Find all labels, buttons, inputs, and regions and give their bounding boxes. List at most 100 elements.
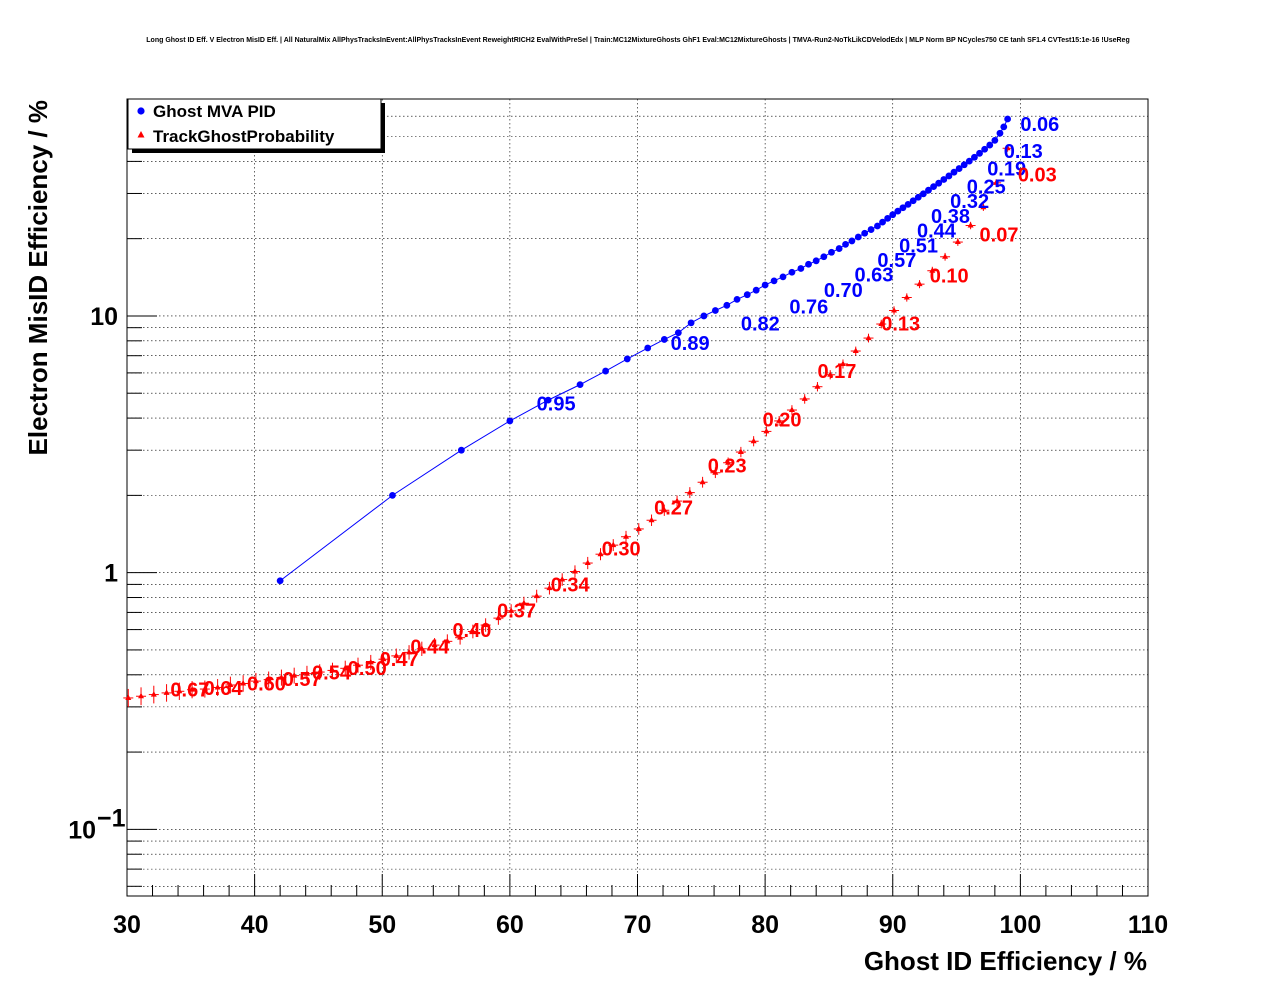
point-label: 0.37 bbox=[497, 601, 536, 623]
point-label: 0.13 bbox=[1004, 141, 1043, 163]
data-point bbox=[418, 645, 425, 651]
data-point bbox=[903, 293, 910, 300]
point-label: 0.32 bbox=[950, 191, 989, 213]
point-label: 0.70 bbox=[824, 280, 863, 302]
data-point bbox=[546, 584, 553, 591]
data-point bbox=[980, 203, 987, 210]
data-point bbox=[929, 267, 936, 273]
data-point bbox=[750, 437, 757, 444]
data-point bbox=[967, 222, 974, 228]
data-point bbox=[508, 607, 515, 613]
point-label: 0.82 bbox=[741, 313, 780, 335]
point-label: 0.10 bbox=[930, 265, 969, 287]
data-point bbox=[276, 577, 284, 585]
grid bbox=[127, 99, 1148, 896]
data-point bbox=[329, 666, 336, 673]
data-point bbox=[779, 273, 787, 281]
data-point bbox=[935, 179, 943, 187]
data-point bbox=[431, 641, 438, 648]
data-point bbox=[891, 307, 898, 313]
x-tick-label: 60 bbox=[496, 911, 524, 939]
data-point bbox=[342, 664, 349, 671]
data-point bbox=[644, 344, 652, 352]
data-point bbox=[945, 172, 953, 180]
legend: Ghost MVA PID TrackGhostProbability bbox=[127, 98, 385, 153]
point-label: 0.03 bbox=[1018, 165, 1057, 187]
data-point bbox=[788, 268, 796, 276]
legend-marker-track-ghost bbox=[137, 131, 145, 138]
data-point bbox=[854, 233, 862, 241]
data-point bbox=[469, 627, 476, 634]
data-point bbox=[976, 149, 983, 157]
point-label: 0.63 bbox=[854, 265, 893, 287]
data-point bbox=[828, 248, 835, 256]
x-tick-label: 30 bbox=[113, 911, 141, 939]
series-layer bbox=[123, 115, 1013, 707]
data-point bbox=[150, 691, 157, 697]
data-point bbox=[899, 204, 907, 212]
data-point bbox=[533, 592, 540, 599]
data-point bbox=[303, 670, 310, 676]
data-point bbox=[805, 260, 812, 268]
data-point bbox=[723, 301, 731, 309]
data-point bbox=[925, 186, 932, 194]
y-tick-exponent: −1 bbox=[97, 804, 126, 832]
data-point bbox=[725, 459, 732, 465]
data-point bbox=[814, 383, 821, 389]
data-point bbox=[1004, 144, 1011, 151]
data-point bbox=[889, 211, 897, 219]
data-point bbox=[576, 381, 584, 389]
data-point bbox=[981, 145, 989, 153]
data-point bbox=[788, 406, 795, 413]
data-point bbox=[482, 621, 489, 628]
point-label: 0.67 bbox=[170, 680, 209, 702]
data-point bbox=[878, 320, 885, 327]
data-point bbox=[930, 183, 937, 191]
data-point bbox=[867, 226, 875, 233]
data-point bbox=[699, 478, 706, 485]
data-point bbox=[444, 637, 451, 644]
series-line bbox=[279, 118, 1009, 582]
data-point bbox=[544, 396, 552, 404]
data-point bbox=[571, 568, 578, 574]
chart-title: Long Ghost ID Eff. V Electron MisID Eff.… bbox=[146, 37, 1129, 44]
data-point bbox=[879, 218, 886, 226]
data-point bbox=[761, 281, 769, 289]
data-point bbox=[674, 329, 682, 337]
point-label: 0.20 bbox=[763, 409, 802, 431]
data-point bbox=[648, 516, 655, 523]
data-point bbox=[852, 347, 859, 354]
data-point bbox=[763, 427, 770, 434]
y-axis-title: Electron MisID Efficiency / % bbox=[23, 100, 53, 455]
data-point bbox=[138, 692, 145, 699]
data-point bbox=[711, 307, 719, 314]
data-point bbox=[316, 668, 323, 675]
data-point bbox=[623, 533, 630, 539]
data-point bbox=[214, 683, 221, 690]
data-point bbox=[201, 685, 208, 692]
data-point bbox=[993, 179, 1000, 185]
point-label: 0.51 bbox=[899, 236, 938, 258]
data-point bbox=[797, 265, 805, 272]
point-label: 0.38 bbox=[931, 206, 970, 228]
data-point bbox=[842, 240, 849, 248]
data-point bbox=[623, 355, 631, 363]
legend-label-track-ghost: TrackGhostProbability bbox=[153, 127, 335, 146]
data-point bbox=[884, 214, 892, 222]
data-point bbox=[894, 207, 902, 215]
x-tick-label: 110 bbox=[1128, 911, 1168, 939]
data-point bbox=[367, 658, 374, 665]
data-point bbox=[189, 686, 196, 692]
data-point bbox=[904, 200, 912, 208]
data-point bbox=[909, 197, 917, 205]
data-point bbox=[940, 176, 948, 183]
data-point bbox=[265, 676, 272, 682]
point-label: 0.23 bbox=[708, 455, 747, 477]
data-point bbox=[163, 689, 170, 695]
x-tick-label: 50 bbox=[368, 911, 396, 939]
data-point bbox=[861, 229, 869, 237]
data-point bbox=[848, 237, 856, 245]
data-point bbox=[743, 291, 751, 299]
